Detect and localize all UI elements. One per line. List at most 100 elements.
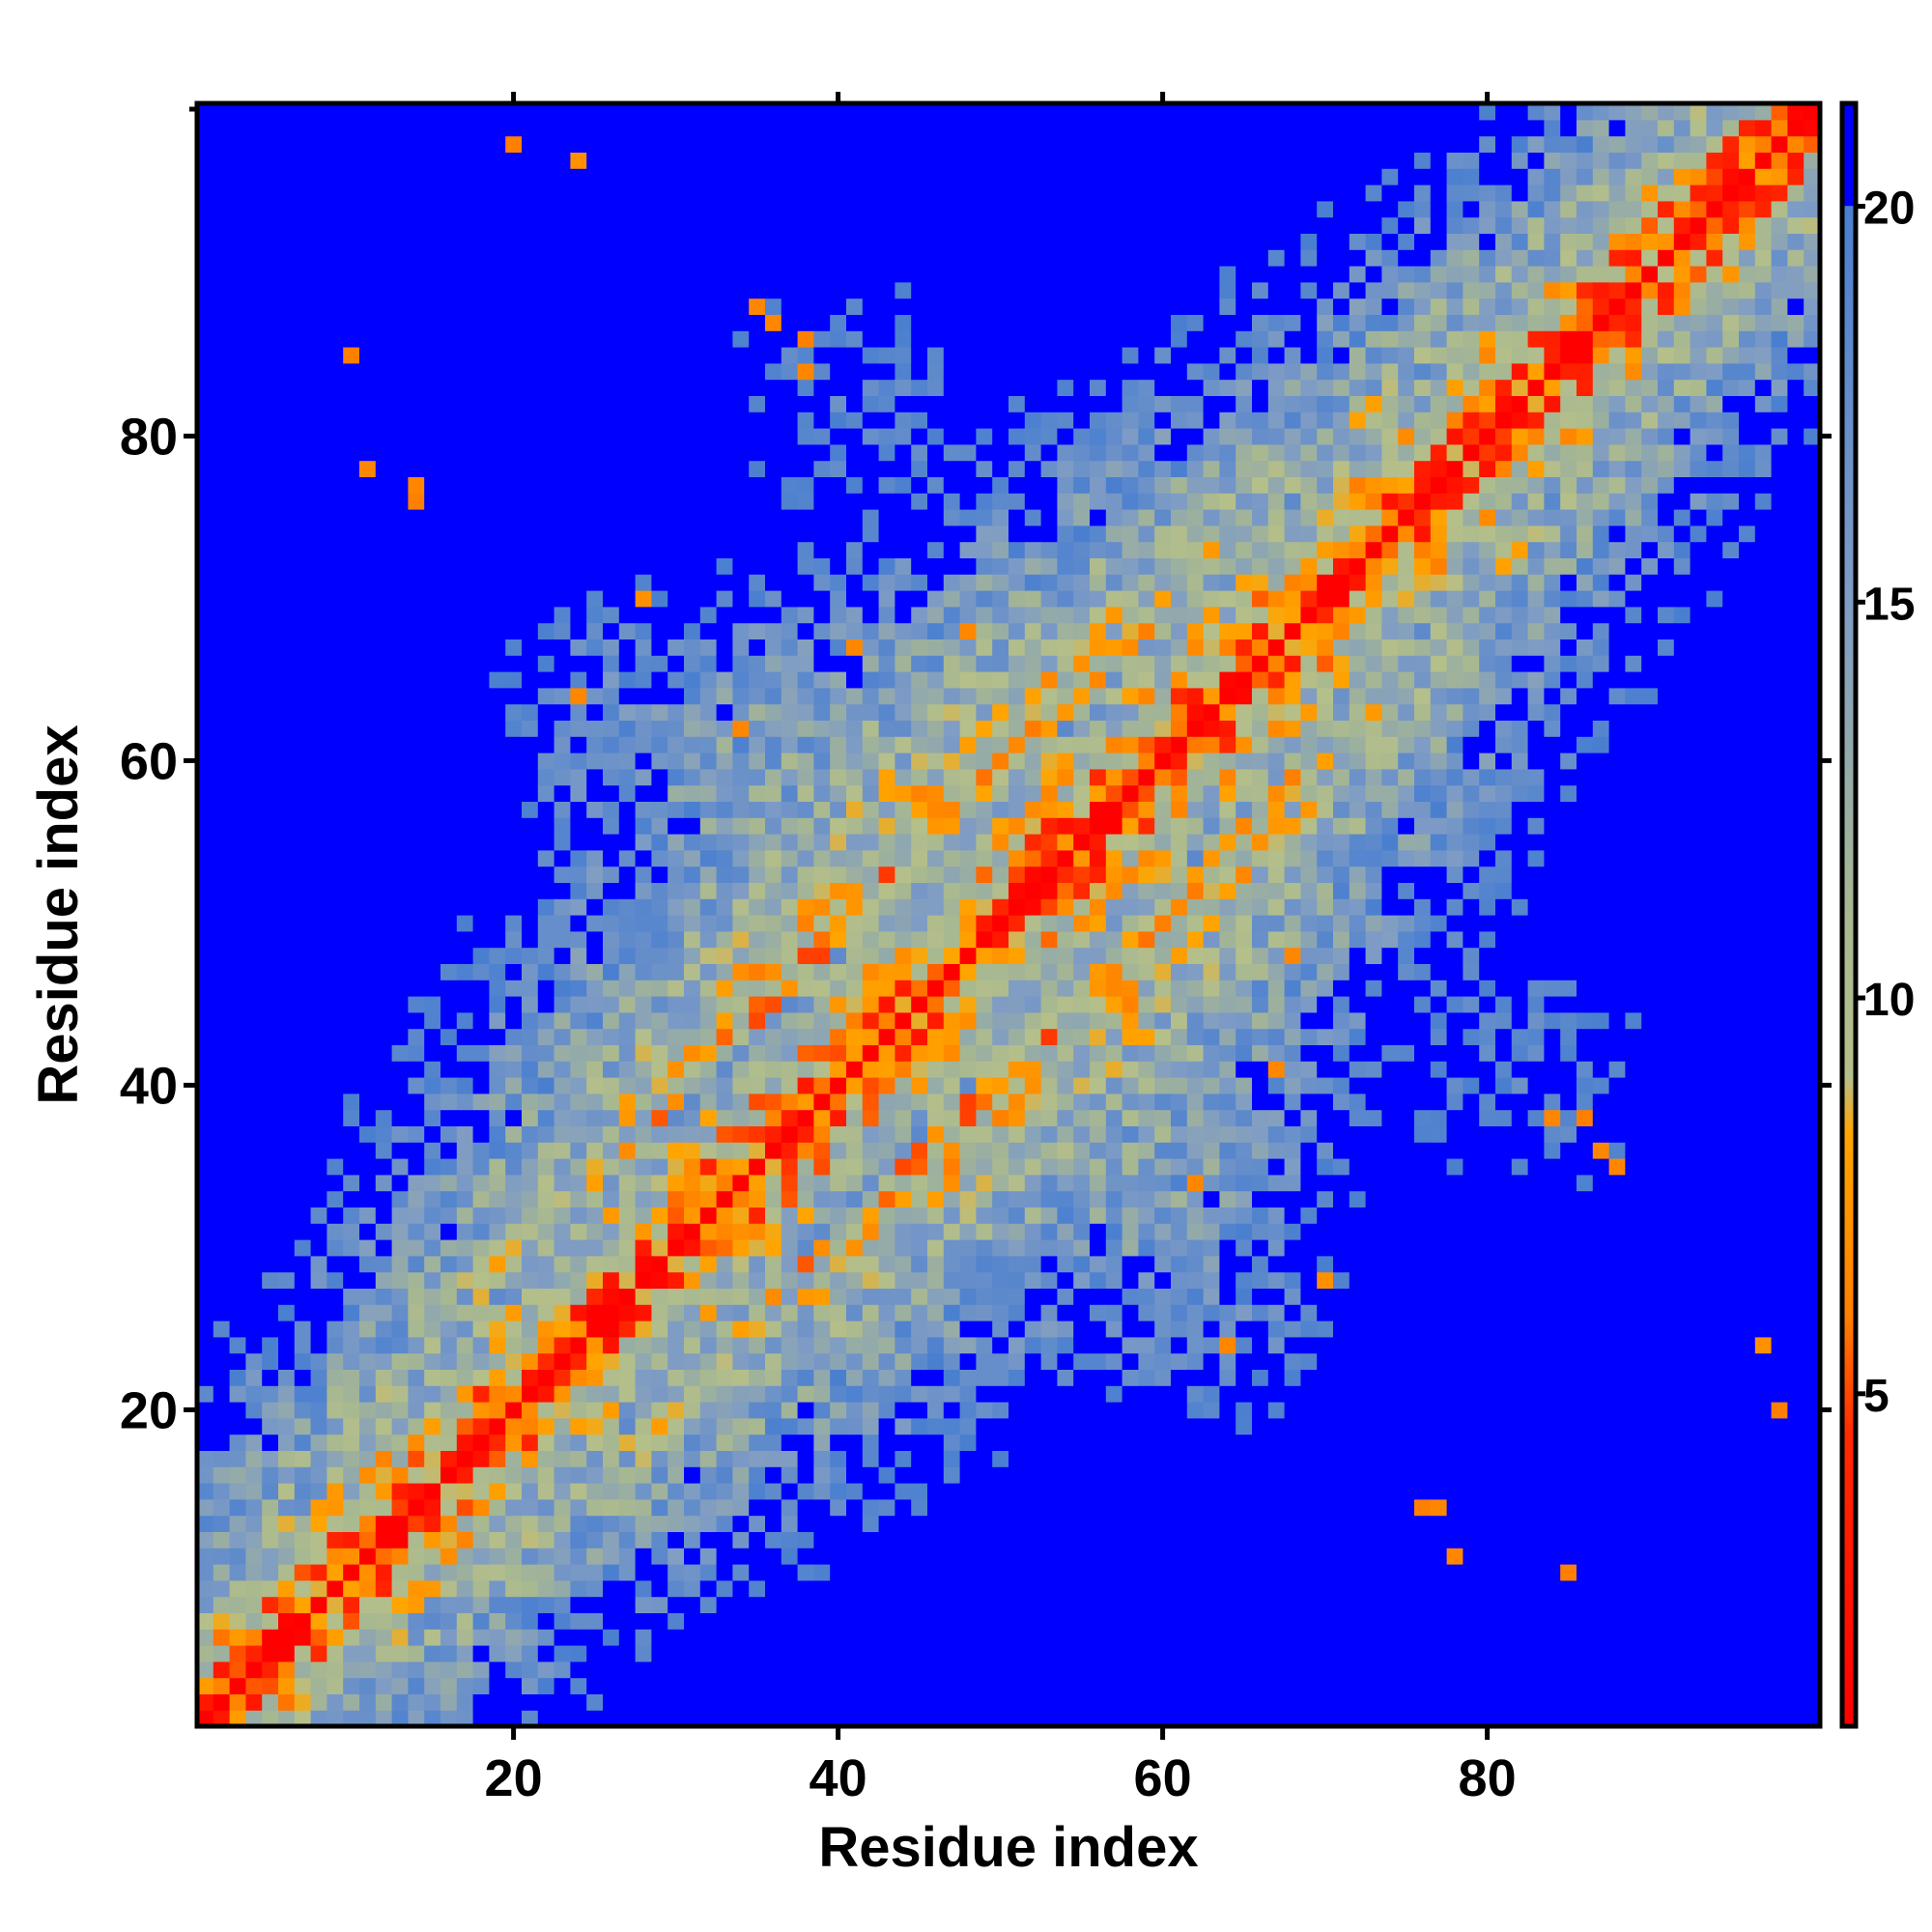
heatmap-cell xyxy=(911,1629,928,1646)
heatmap-cell xyxy=(262,655,279,672)
heatmap-cell xyxy=(813,168,831,185)
heatmap-cell xyxy=(765,428,782,445)
heatmap-cell xyxy=(635,460,652,477)
heatmap-cell xyxy=(927,622,945,639)
heatmap-cell xyxy=(310,898,327,916)
heatmap-cell xyxy=(635,1596,652,1613)
heatmap-cell xyxy=(732,395,750,412)
heatmap-cell xyxy=(213,1661,231,1679)
heatmap-cell xyxy=(440,541,458,558)
heatmap-cell xyxy=(684,1223,701,1240)
heatmap-cell xyxy=(959,1417,977,1435)
heatmap-cell xyxy=(603,428,620,445)
heatmap-cell xyxy=(651,476,668,494)
heatmap-cell xyxy=(327,882,344,899)
heatmap-cell xyxy=(229,525,246,543)
heatmap-cell xyxy=(245,135,263,153)
heatmap-cell xyxy=(684,1321,701,1338)
heatmap-cell xyxy=(278,1174,296,1192)
heatmap-cell xyxy=(781,1255,799,1273)
heatmap-cell xyxy=(359,1629,377,1646)
heatmap-cell xyxy=(862,655,880,672)
heatmap-cell xyxy=(245,1434,263,1451)
heatmap-cell xyxy=(424,266,441,283)
heatmap-cell xyxy=(278,216,296,234)
heatmap-cell xyxy=(505,1661,523,1679)
heatmap-cell xyxy=(456,1077,474,1094)
heatmap-cell xyxy=(424,801,441,818)
heatmap-cell xyxy=(911,1596,928,1613)
heatmap-cell xyxy=(699,1661,718,1679)
heatmap-cell xyxy=(391,1710,409,1727)
heatmap-cell xyxy=(310,996,327,1013)
heatmap-cell xyxy=(635,1677,652,1694)
heatmap-cell xyxy=(537,200,555,218)
heatmap-cell xyxy=(992,1352,1009,1370)
heatmap-cell xyxy=(749,298,766,315)
heatmap-cell xyxy=(911,703,928,721)
heatmap-cell xyxy=(781,1093,799,1111)
heatmap-cell xyxy=(294,1255,312,1273)
heatmap-cell xyxy=(505,1255,523,1273)
heatmap-cell xyxy=(781,1596,799,1613)
heatmap-cell xyxy=(472,1402,490,1419)
heatmap-cell xyxy=(537,1548,555,1565)
heatmap-cell xyxy=(456,930,474,949)
heatmap-cell xyxy=(391,736,409,753)
heatmap-cell xyxy=(830,1483,847,1500)
heatmap-cell xyxy=(603,135,620,153)
heatmap-cell xyxy=(943,200,961,218)
heatmap-cell xyxy=(489,834,506,851)
heatmap-cell xyxy=(976,476,993,494)
heatmap-cell xyxy=(229,233,246,250)
heatmap-cell xyxy=(862,1710,880,1727)
heatmap-cell xyxy=(408,1710,425,1727)
heatmap-cell xyxy=(699,574,718,591)
heatmap-cell xyxy=(635,103,652,121)
heatmap-cell xyxy=(294,1207,312,1224)
heatmap-cell xyxy=(505,395,523,412)
heatmap-cell xyxy=(327,1710,344,1727)
heatmap-cell xyxy=(911,1531,928,1548)
heatmap-cell xyxy=(570,1304,587,1321)
heatmap-cell xyxy=(699,200,718,218)
heatmap-cell xyxy=(635,541,652,558)
heatmap-cell xyxy=(732,1352,750,1370)
heatmap-cell xyxy=(911,574,928,591)
heatmap-cell xyxy=(505,671,523,689)
heatmap-cell xyxy=(976,395,993,412)
heatmap-cell xyxy=(895,135,912,153)
heatmap-cell xyxy=(668,1028,685,1045)
heatmap-cell xyxy=(635,671,652,689)
heatmap-cell xyxy=(635,509,652,526)
heatmap-cell xyxy=(830,1288,847,1305)
heatmap-cell xyxy=(813,412,831,429)
heatmap-cell xyxy=(976,1629,993,1646)
heatmap-cell xyxy=(554,753,571,770)
heatmap-cell xyxy=(797,1288,814,1305)
heatmap-cell xyxy=(959,119,977,137)
heatmap-cell xyxy=(668,996,685,1013)
heatmap-cell xyxy=(830,1336,847,1354)
heatmap-cell xyxy=(586,443,604,462)
heatmap-cell xyxy=(262,298,279,315)
heatmap-cell xyxy=(213,1011,231,1030)
heatmap-cell xyxy=(327,266,344,283)
heatmap-cell xyxy=(472,1061,490,1078)
heatmap-cell xyxy=(213,1077,231,1094)
heatmap-cell xyxy=(635,362,652,381)
heatmap-cell xyxy=(229,817,246,835)
heatmap-cell xyxy=(716,1417,733,1435)
heatmap-cell xyxy=(570,1061,587,1078)
heatmap-cell xyxy=(505,1174,523,1192)
heatmap-cell xyxy=(749,768,766,786)
heatmap-cell xyxy=(830,1158,847,1176)
heatmap-cell xyxy=(522,443,539,462)
heatmap-cell xyxy=(343,1109,360,1126)
heatmap-cell xyxy=(570,119,587,137)
heatmap-cell xyxy=(554,1336,571,1354)
heatmap-cell xyxy=(472,1710,490,1727)
heatmap-cell xyxy=(749,1207,766,1224)
heatmap-cell xyxy=(359,1158,377,1176)
heatmap-cell xyxy=(213,622,231,639)
